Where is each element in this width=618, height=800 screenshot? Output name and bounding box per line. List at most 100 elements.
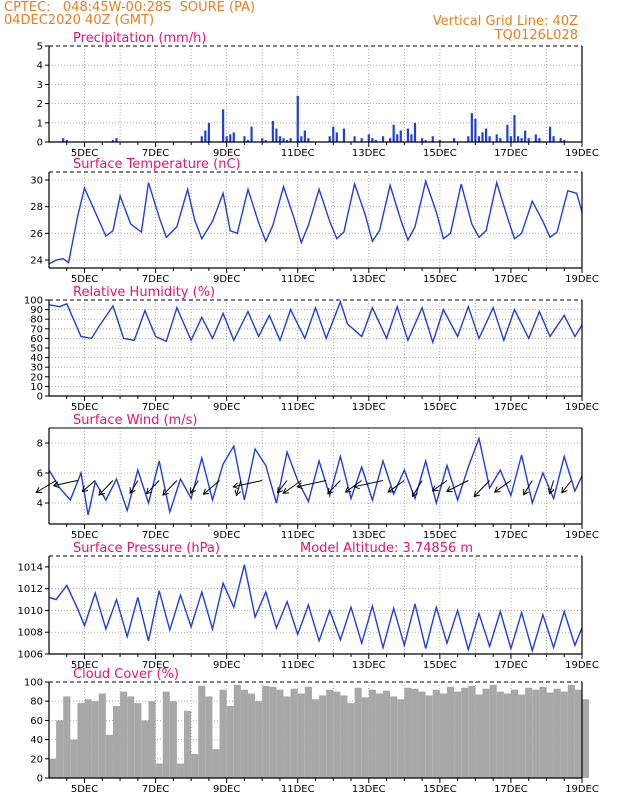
x-tick-label: 13DEC <box>352 530 386 541</box>
x-tick-label: 11DEC <box>281 660 315 671</box>
y-tick-label: 1012 <box>18 584 43 595</box>
chart-header: CPTEC: 048:45W-00:28S SOURE (PA) 04DEC20… <box>0 0 618 46</box>
x-tick-label: 17DEC <box>494 660 528 671</box>
panel-subtitle: Model Altitude: 3.74856 m <box>300 541 473 556</box>
precip-bar <box>115 138 118 142</box>
y-tick-label: 80 <box>30 315 43 326</box>
cloud-bar <box>269 686 277 778</box>
precip-bar <box>396 134 399 142</box>
cloud-bar <box>432 689 440 778</box>
precip-bar <box>477 136 481 142</box>
wind-arrow-head <box>473 490 480 498</box>
cloud-bar <box>518 694 526 778</box>
x-tick-label: 7DEC <box>142 274 169 285</box>
precip-bar <box>534 134 537 142</box>
y-tick-label: 60 <box>30 716 43 727</box>
y-tick-label: 60 <box>30 334 43 345</box>
cloud-bar <box>475 694 483 778</box>
x-tick-label: 15DEC <box>423 530 457 541</box>
y-tick-label: 20 <box>30 372 43 383</box>
wind-arrow <box>162 480 178 496</box>
cloud-bar <box>127 696 135 778</box>
x-tick-label: 15DEC <box>423 402 457 413</box>
x-tick-label: 17DEC <box>494 784 528 795</box>
precip-bar <box>282 138 285 142</box>
cloud-bar <box>567 684 575 778</box>
cloud-bar <box>525 687 533 778</box>
cloud-bar <box>226 706 234 778</box>
y-tick-label: 0 <box>37 774 43 785</box>
cloud-bar <box>311 699 320 778</box>
y-tick-label: 30 <box>30 363 43 374</box>
cloud-bar <box>404 687 412 778</box>
x-tick-label: 7DEC <box>142 530 169 541</box>
station-info: CPTEC: 048:45W-00:28S SOURE (PA) <box>4 0 256 15</box>
x-tick-label: 5DEC <box>71 402 98 413</box>
precip-bar <box>406 128 409 142</box>
precip-bar <box>527 138 530 142</box>
wind-arrow <box>473 480 490 497</box>
x-tick-label: 9DEC <box>213 402 240 413</box>
x-tick-label: 11DEC <box>281 274 315 285</box>
y-tick-label: 4 <box>37 61 43 72</box>
cloud-bar <box>49 758 57 778</box>
wind-arrow <box>82 480 96 492</box>
x-tick-label: 9DEC <box>213 530 240 541</box>
y-tick-label: 80 <box>30 697 43 708</box>
x-tick-label: 11DEC <box>281 530 315 541</box>
cloud-bar <box>397 699 405 778</box>
x-tick-label: 11DEC <box>281 784 315 795</box>
wind-arrow-head <box>81 485 89 493</box>
cloud-bar <box>98 693 106 778</box>
wind-arrow-head <box>234 489 242 497</box>
cloud-bar <box>582 699 590 778</box>
x-tick-label: 19DEC <box>565 274 599 285</box>
cloud-bar <box>169 701 177 778</box>
cloud-bar <box>198 685 206 778</box>
precip-bar <box>285 140 289 142</box>
wind-arrow-head <box>561 486 568 494</box>
precip-bar <box>548 126 552 142</box>
cloud-bar <box>56 720 64 778</box>
x-tick-label: 17DEC <box>494 530 528 541</box>
cloud-bar <box>503 693 511 778</box>
wind-arrow-head <box>129 487 136 494</box>
y-tick-label: 24 <box>30 256 43 267</box>
precip-bar <box>481 132 484 142</box>
precip-bar <box>499 138 502 142</box>
y-tick-label: 8 <box>37 439 43 450</box>
precip-bar <box>296 95 299 142</box>
y-tick-label: 3 <box>37 80 43 91</box>
precip-bar <box>431 136 434 142</box>
y-tick-label: 2 <box>37 99 43 110</box>
y-tick-label: 100 <box>24 296 43 307</box>
x-tick-label: 15DEC <box>423 148 457 159</box>
y-tick-label: 1 <box>37 118 43 129</box>
wind-arrow <box>146 480 160 494</box>
x-tick-label: 15DEC <box>423 784 457 795</box>
x-tick-label: 5DEC <box>71 660 98 671</box>
y-tick-label: 40 <box>30 735 43 746</box>
cloud-bar <box>539 686 547 778</box>
y-tick-label: 0 <box>37 392 43 403</box>
wind-series-line <box>48 436 583 516</box>
precip-bar <box>421 138 424 142</box>
x-tick-label: 19DEC <box>565 784 599 795</box>
wind-arrow-head <box>412 490 418 498</box>
y-tick-label: 1014 <box>18 562 43 573</box>
cloud-bar <box>212 749 220 778</box>
precip-bar <box>307 138 310 142</box>
precip-bar <box>413 122 417 142</box>
precip-bar <box>261 138 264 142</box>
cloud-bar <box>112 706 121 778</box>
x-tick-label: 9DEC <box>213 784 240 795</box>
wind-arrow <box>98 480 114 496</box>
cloud-bar <box>247 693 256 778</box>
precip-bar <box>424 140 427 142</box>
cloud-bar <box>574 689 582 778</box>
cloud-bar <box>77 703 85 778</box>
wind-arrow-head <box>431 485 439 492</box>
cloud-bar <box>461 687 469 778</box>
precip-bar <box>335 132 338 142</box>
